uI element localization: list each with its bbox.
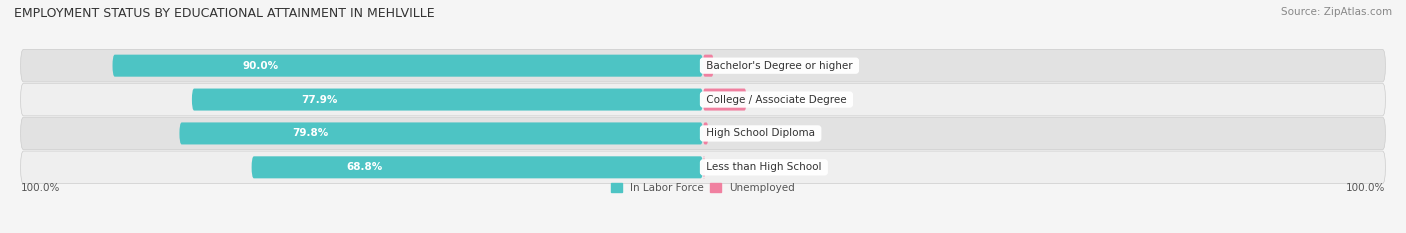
FancyBboxPatch shape bbox=[703, 156, 704, 178]
FancyBboxPatch shape bbox=[703, 55, 713, 77]
Text: 6.6%: 6.6% bbox=[762, 95, 789, 105]
Text: College / Associate Degree: College / Associate Degree bbox=[703, 95, 849, 105]
FancyBboxPatch shape bbox=[21, 83, 1385, 116]
FancyBboxPatch shape bbox=[252, 156, 703, 178]
Text: High School Diploma: High School Diploma bbox=[703, 128, 818, 138]
FancyBboxPatch shape bbox=[703, 89, 747, 111]
Text: Bachelor's Degree or higher: Bachelor's Degree or higher bbox=[703, 61, 856, 71]
Legend: In Labor Force, Unemployed: In Labor Force, Unemployed bbox=[612, 183, 794, 193]
Text: 79.8%: 79.8% bbox=[292, 128, 329, 138]
Text: 77.9%: 77.9% bbox=[301, 95, 337, 105]
FancyBboxPatch shape bbox=[21, 49, 1385, 82]
Text: 100.0%: 100.0% bbox=[21, 183, 60, 193]
FancyBboxPatch shape bbox=[21, 117, 1385, 150]
Text: 1.6%: 1.6% bbox=[730, 61, 756, 71]
FancyBboxPatch shape bbox=[191, 89, 703, 111]
Text: 90.0%: 90.0% bbox=[242, 61, 278, 71]
FancyBboxPatch shape bbox=[112, 55, 703, 77]
Text: 0.3%: 0.3% bbox=[721, 162, 748, 172]
FancyBboxPatch shape bbox=[21, 151, 1385, 184]
FancyBboxPatch shape bbox=[180, 122, 703, 144]
Text: 68.8%: 68.8% bbox=[346, 162, 382, 172]
Text: EMPLOYMENT STATUS BY EDUCATIONAL ATTAINMENT IN MEHLVILLE: EMPLOYMENT STATUS BY EDUCATIONAL ATTAINM… bbox=[14, 7, 434, 20]
Text: 0.8%: 0.8% bbox=[724, 128, 751, 138]
Text: Source: ZipAtlas.com: Source: ZipAtlas.com bbox=[1281, 7, 1392, 17]
FancyBboxPatch shape bbox=[703, 122, 709, 144]
Text: 100.0%: 100.0% bbox=[1346, 183, 1385, 193]
Text: Less than High School: Less than High School bbox=[703, 162, 825, 172]
